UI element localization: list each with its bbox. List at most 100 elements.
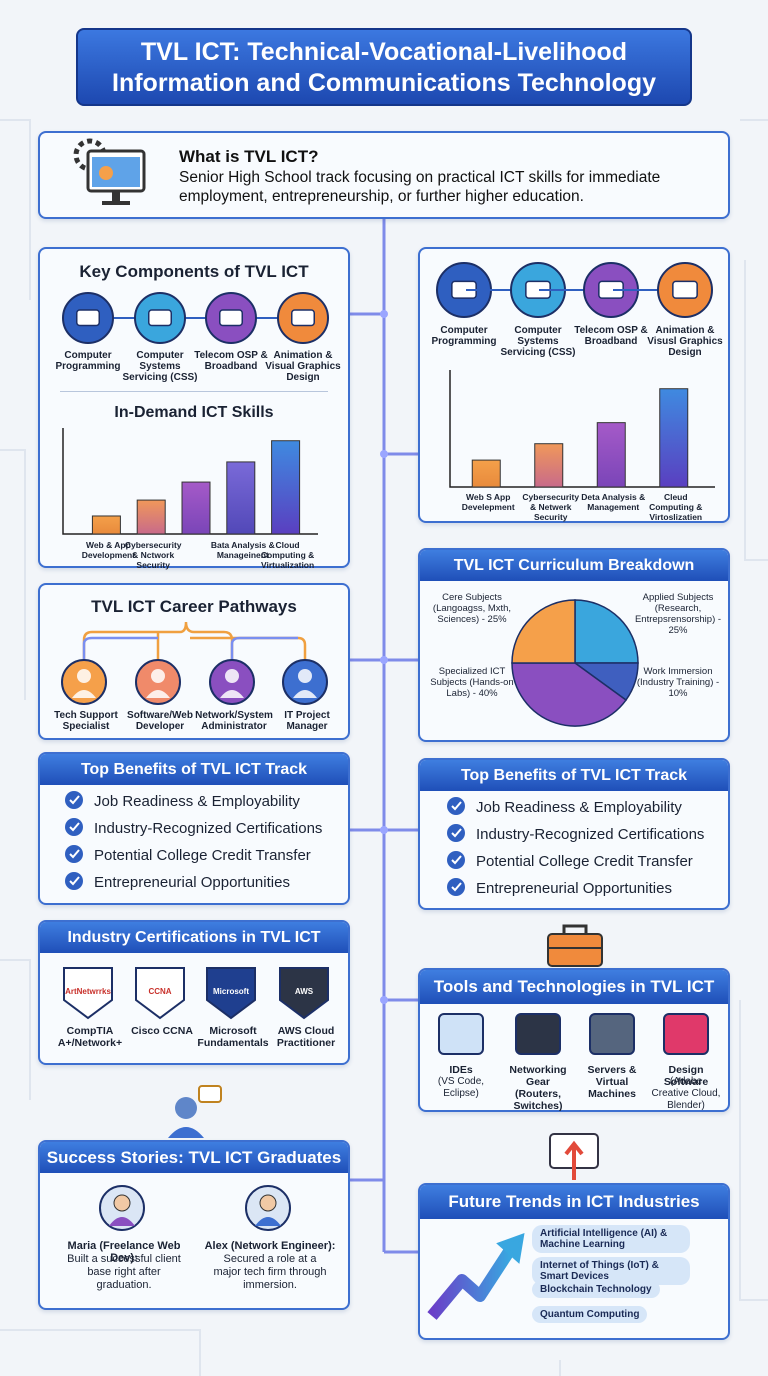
check-mark xyxy=(69,822,80,832)
check-icon xyxy=(65,791,83,809)
bar-label: Cloud Computing & Virtualization xyxy=(260,540,315,570)
bar-label: Cleud Computing & Virtoslizatien xyxy=(649,492,703,522)
bar xyxy=(271,440,301,535)
badge xyxy=(63,967,113,1020)
pie-label: Work Immersion (Industry Training) - 10% xyxy=(636,666,720,699)
cert-label: Cisco CCNA xyxy=(131,1025,193,1037)
title-line: TVL ICT: Technical-Vocational-Livelihood xyxy=(140,38,628,66)
benefit-item: Job Readiness & Employability xyxy=(476,799,682,816)
tool-name: Design Software xyxy=(663,1064,709,1088)
future-panel: Future Trends in ICT Industries Artifici… xyxy=(418,1183,730,1340)
person-head xyxy=(225,669,239,683)
badge xyxy=(206,967,256,1020)
badge-text: ArtNetwrrks xyxy=(65,987,111,996)
panel-title: Key Components of TVL ICT xyxy=(79,262,309,281)
pie-label: Cere Subjects (Langoagss, Mxth, Sciences… xyxy=(432,592,512,625)
check-icon xyxy=(447,878,465,896)
career-label: Network/System Administrator xyxy=(195,710,273,732)
trend-pill: Artificial Intelligence (AI) & Machine L… xyxy=(532,1225,690,1253)
success-panel: Success Stories: TVL ICT Graduates Maria… xyxy=(38,1140,350,1310)
bar-label: Cybersecurity & Netwerk Security xyxy=(522,492,580,522)
tool-icon xyxy=(589,1013,635,1055)
badge xyxy=(135,967,185,1020)
check-mark xyxy=(69,849,80,859)
benefits-panel: Top Benefits of TVL ICT Track Job Readin… xyxy=(418,758,730,910)
check-mark xyxy=(69,795,80,805)
person-head xyxy=(151,669,165,683)
tool-detail: (Adobe Creative Cloud, Blender) xyxy=(651,1076,721,1111)
panel-title: Top Benefits of TVL ICT Track xyxy=(420,760,728,791)
person-head xyxy=(77,669,91,683)
component-label: Computer Programming xyxy=(431,325,497,347)
bar-label: Bata Analysis & Manageinent xyxy=(210,540,275,560)
icon-glyph xyxy=(291,309,315,327)
tool-name: Networking Gear (Routers, Switches) xyxy=(509,1064,567,1112)
component-label: Animation & Visusl Graphics Design xyxy=(647,325,723,358)
intro-icon xyxy=(73,138,146,205)
avatar-head xyxy=(113,1194,131,1212)
tool-detail: (VS Code, Eclipse) xyxy=(437,1076,485,1099)
check-mark xyxy=(69,876,80,886)
benefit-item: Entrepreneurial Opportunities xyxy=(476,880,672,897)
trend-pill: Internet of Things (IoT) & Smart Devices xyxy=(532,1257,690,1285)
story-text: Built a successful client base right aft… xyxy=(67,1253,181,1291)
icon-glyph xyxy=(219,309,243,327)
badge-text: CCNA xyxy=(148,987,171,996)
divider xyxy=(60,391,328,392)
bar-label: Deta Analysis & Management xyxy=(581,492,646,512)
check-icon xyxy=(447,824,465,842)
intro-panel: What is TVL ICT? Senior High School trac… xyxy=(38,131,730,219)
check-mark xyxy=(451,855,462,865)
avatar-body xyxy=(255,1217,281,1226)
check-mark xyxy=(451,828,462,838)
benefit-item: Industry-Recognized Certifications xyxy=(94,820,323,837)
trend-pill: Quantum Computing xyxy=(532,1306,648,1323)
cert-label: AWS Cloud Practitioner xyxy=(276,1025,336,1049)
panel-title: Success Stories: TVL ICT Graduates xyxy=(40,1142,348,1173)
title-line: Information and Communications Technolog… xyxy=(112,69,656,97)
growth-icon xyxy=(549,1133,599,1180)
bar xyxy=(471,459,501,488)
component-label: Computer Systems Servicing (CSS) xyxy=(122,350,198,383)
avatar-body xyxy=(109,1217,135,1226)
component-label: Telecom OSP & Broadband xyxy=(574,325,648,347)
check-icon xyxy=(65,872,83,890)
icon-glyph xyxy=(672,280,698,299)
icon-glyph xyxy=(148,309,172,327)
career-label: Tech Support Specialist xyxy=(54,710,118,732)
pathway-lines xyxy=(82,636,298,660)
avatar-head xyxy=(259,1194,277,1212)
badge-text: Microsoft xyxy=(213,987,249,996)
badge-text: AWS xyxy=(295,987,314,996)
intro-heading: What is TVL ICT? xyxy=(179,147,319,166)
check-icon xyxy=(447,851,465,869)
benefit-item: Industry-Recognized Certifications xyxy=(476,826,705,843)
benefit-item: Job Readiness & Employability xyxy=(94,793,300,810)
benefit-item: Entrepreneurial Opportunities xyxy=(94,874,290,891)
component-label: Computer Programming xyxy=(55,350,121,372)
cert-label: Microsoft Fundamentals xyxy=(197,1025,269,1049)
bar xyxy=(226,461,256,535)
person-body xyxy=(146,690,170,698)
chart-title: In-Demand ICT Skills xyxy=(114,404,274,421)
benefit-item: Potential College Credit Transfer xyxy=(94,847,311,864)
panel-title: TVL ICT Career Pathways xyxy=(91,597,297,616)
check-icon xyxy=(65,845,83,863)
badge xyxy=(279,967,329,1020)
bar xyxy=(659,388,689,488)
check-icon xyxy=(65,818,83,836)
career-label: IT Project Manager xyxy=(284,710,330,732)
trend-arrow xyxy=(427,1232,525,1320)
support-icon xyxy=(168,1085,222,1138)
panel-title: Future Trends in ICT Industries xyxy=(420,1185,728,1219)
bar xyxy=(136,499,166,535)
axis xyxy=(449,370,715,488)
story-name: Maria (Freelance Web Dev): xyxy=(67,1240,181,1264)
tool-icon xyxy=(663,1013,709,1055)
tool-icon xyxy=(438,1013,484,1055)
check-mark xyxy=(451,801,462,811)
bar xyxy=(534,443,564,488)
pie-slice xyxy=(511,662,628,727)
